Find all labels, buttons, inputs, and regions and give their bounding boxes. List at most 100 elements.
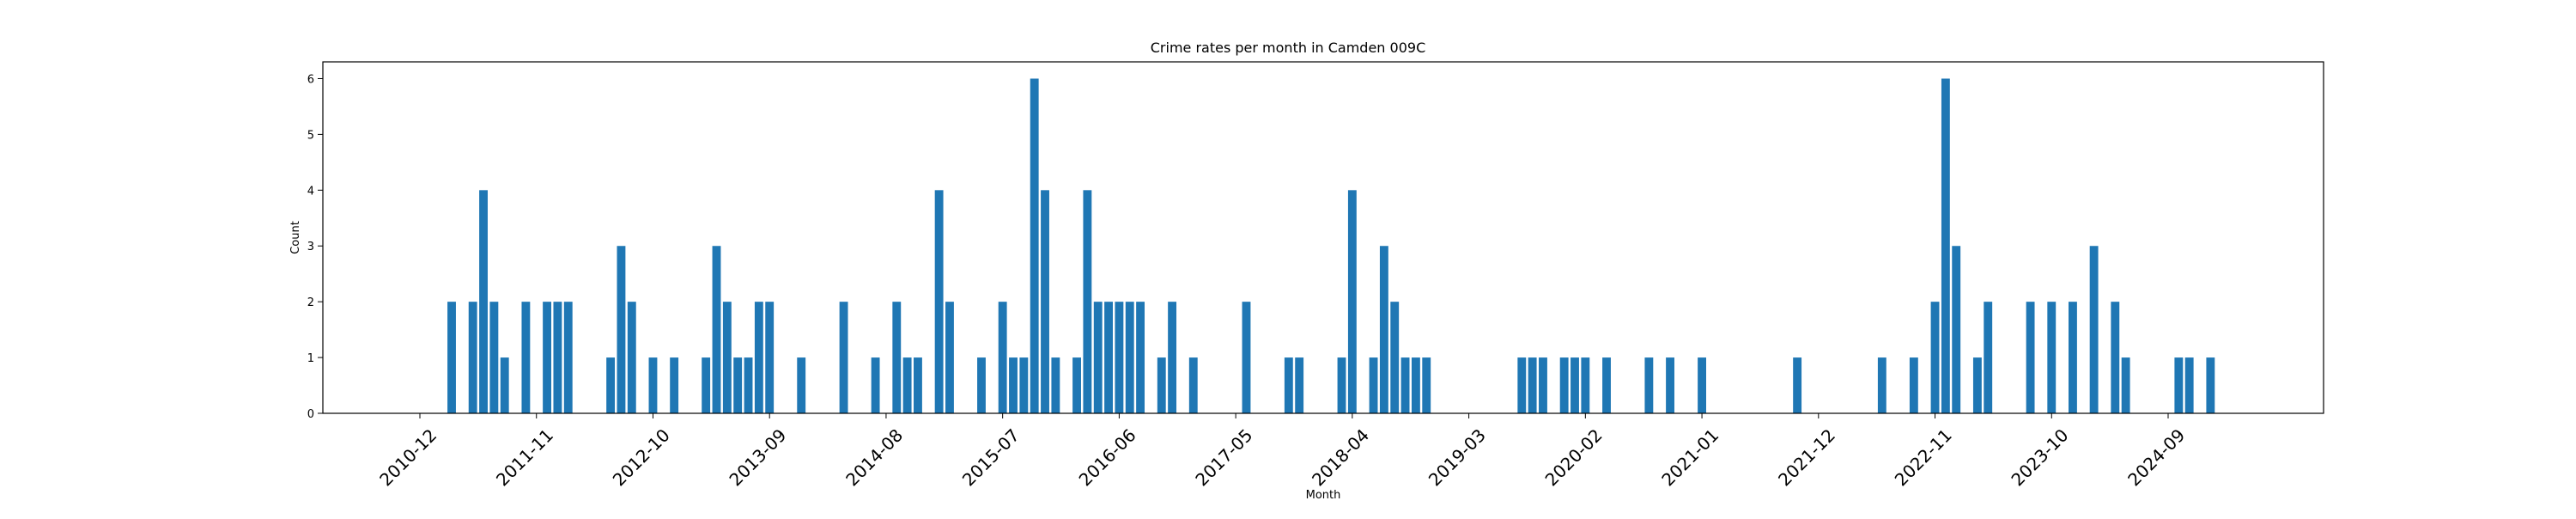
bar-2024-04 — [2111, 302, 2120, 413]
y-tick-label: 0 — [307, 408, 314, 421]
bar-2011-06 — [479, 190, 488, 413]
bar-2013-07 — [744, 357, 753, 413]
bar-2013-12 — [797, 357, 806, 413]
bar-2013-03 — [702, 357, 711, 413]
bar-2022-06 — [1877, 357, 1886, 413]
bar-2016-04 — [1093, 302, 1103, 413]
bar-2018-11 — [1422, 357, 1431, 413]
x-tick-label: 2021-12 — [1774, 424, 1839, 490]
y-tick-label: 5 — [307, 129, 314, 142]
x-tick-label: 2011-11 — [492, 424, 557, 490]
bar-2023-08 — [2026, 302, 2035, 413]
bar-2025-01 — [2206, 357, 2215, 413]
bar-2023-12 — [2069, 302, 2077, 413]
bar-2021-10 — [1793, 357, 1802, 413]
bar-2012-07 — [617, 246, 626, 413]
bar-2020-01 — [1571, 357, 1579, 413]
x-tick-label: 2021-01 — [1657, 424, 1722, 490]
x-tick-label: 2022-11 — [1891, 424, 1956, 490]
bar-2024-02 — [2089, 246, 2099, 413]
bar-2017-06 — [1242, 302, 1251, 413]
bar-2017-11 — [1295, 357, 1304, 413]
bar-2012-02 — [563, 302, 573, 413]
bar-2012-08 — [627, 302, 636, 413]
bar-2016-07 — [1125, 302, 1134, 413]
y-tick-label: 1 — [307, 352, 314, 365]
bar-2011-07 — [489, 302, 499, 413]
bar-2016-06 — [1115, 302, 1124, 413]
bar-2012-12 — [670, 357, 679, 413]
bar-2023-04 — [1984, 302, 1993, 413]
x-tick-label: 2020-02 — [1541, 424, 1607, 490]
bar-2011-05 — [468, 302, 477, 413]
bar-2015-02 — [945, 302, 954, 413]
bar-2011-08 — [500, 357, 509, 413]
x-tick-label: 2017-05 — [1191, 424, 1256, 490]
bar-2013-05 — [722, 302, 732, 413]
x-tick-label: 2014-08 — [841, 424, 907, 490]
bar-2012-06 — [606, 357, 616, 413]
bar-2018-10 — [1411, 357, 1420, 413]
bar-2017-10 — [1284, 357, 1293, 413]
bar-2019-12 — [1559, 357, 1569, 413]
bar-2018-08 — [1390, 302, 1400, 413]
y-tick-label: 6 — [307, 73, 314, 86]
bar-2015-07 — [998, 302, 1007, 413]
bar-2012-10 — [648, 357, 658, 413]
bar-2018-03 — [1337, 357, 1346, 413]
bar-2014-09 — [892, 302, 902, 413]
x-axis-label: Month — [1306, 489, 1341, 502]
bar-2023-03 — [1972, 357, 1982, 413]
bar-2020-02 — [1581, 357, 1590, 413]
x-tick-label: 2013-09 — [725, 424, 790, 490]
bar-2013-06 — [733, 357, 743, 413]
bar-2014-04 — [839, 302, 848, 413]
bar-2024-05 — [2121, 357, 2130, 413]
bar-2016-08 — [1136, 302, 1145, 413]
bar-2022-11 — [1930, 302, 1940, 413]
bar-2021-01 — [1698, 357, 1706, 413]
bar-2019-09 — [1528, 357, 1537, 413]
bar-2012-01 — [553, 302, 562, 413]
plot-frame — [322, 61, 2324, 414]
bar-2013-09 — [765, 302, 775, 413]
y-tick-label: 3 — [307, 241, 314, 253]
bar-2015-08 — [1009, 357, 1018, 413]
x-tick-label: 2023-10 — [2007, 424, 2072, 490]
x-tick-label: 2010-12 — [375, 424, 440, 490]
y-tick-label: 2 — [307, 296, 314, 309]
bar-2013-08 — [754, 302, 763, 413]
bar-2016-05 — [1104, 302, 1113, 413]
bar-2015-11 — [1041, 190, 1049, 413]
bar-2015-10 — [1030, 78, 1039, 413]
bar-2011-12 — [543, 302, 552, 413]
bar-2018-09 — [1400, 357, 1410, 413]
y-ticks: 0 1 2 3 4 5 6 — [307, 73, 323, 421]
bar-2020-04 — [1602, 357, 1611, 413]
bar-2015-01 — [934, 190, 944, 413]
bar-2013-04 — [712, 246, 721, 413]
bar-2020-10 — [1666, 357, 1674, 413]
bar-2014-07 — [871, 357, 880, 413]
bar-2018-06 — [1369, 357, 1378, 413]
x-tick-label: 2024-09 — [2123, 424, 2189, 490]
x-ticks: 2010-12 2011-11 2012-10 2013-09 2014-08 2015-… — [375, 413, 2189, 490]
bar-2016-10 — [1157, 357, 1166, 413]
bar-2024-11 — [2184, 357, 2194, 413]
bars-group — [447, 78, 2215, 413]
bar-2024-10 — [2174, 357, 2184, 413]
bar-2014-11 — [914, 357, 922, 413]
bar-2023-01 — [1952, 246, 1961, 413]
bar-2014-10 — [902, 357, 912, 413]
bar-2023-10 — [2047, 302, 2057, 413]
bar-2022-09 — [1909, 357, 1918, 413]
bar-2018-07 — [1379, 246, 1388, 413]
bar-2017-01 — [1188, 357, 1198, 413]
bar-2016-03 — [1083, 190, 1092, 413]
bar-2019-10 — [1539, 357, 1547, 413]
x-tick-label: 2012-10 — [609, 424, 674, 490]
chart-title: Crime rates per month in Camden 009C — [1150, 40, 1426, 56]
bar-2015-05 — [977, 357, 986, 413]
